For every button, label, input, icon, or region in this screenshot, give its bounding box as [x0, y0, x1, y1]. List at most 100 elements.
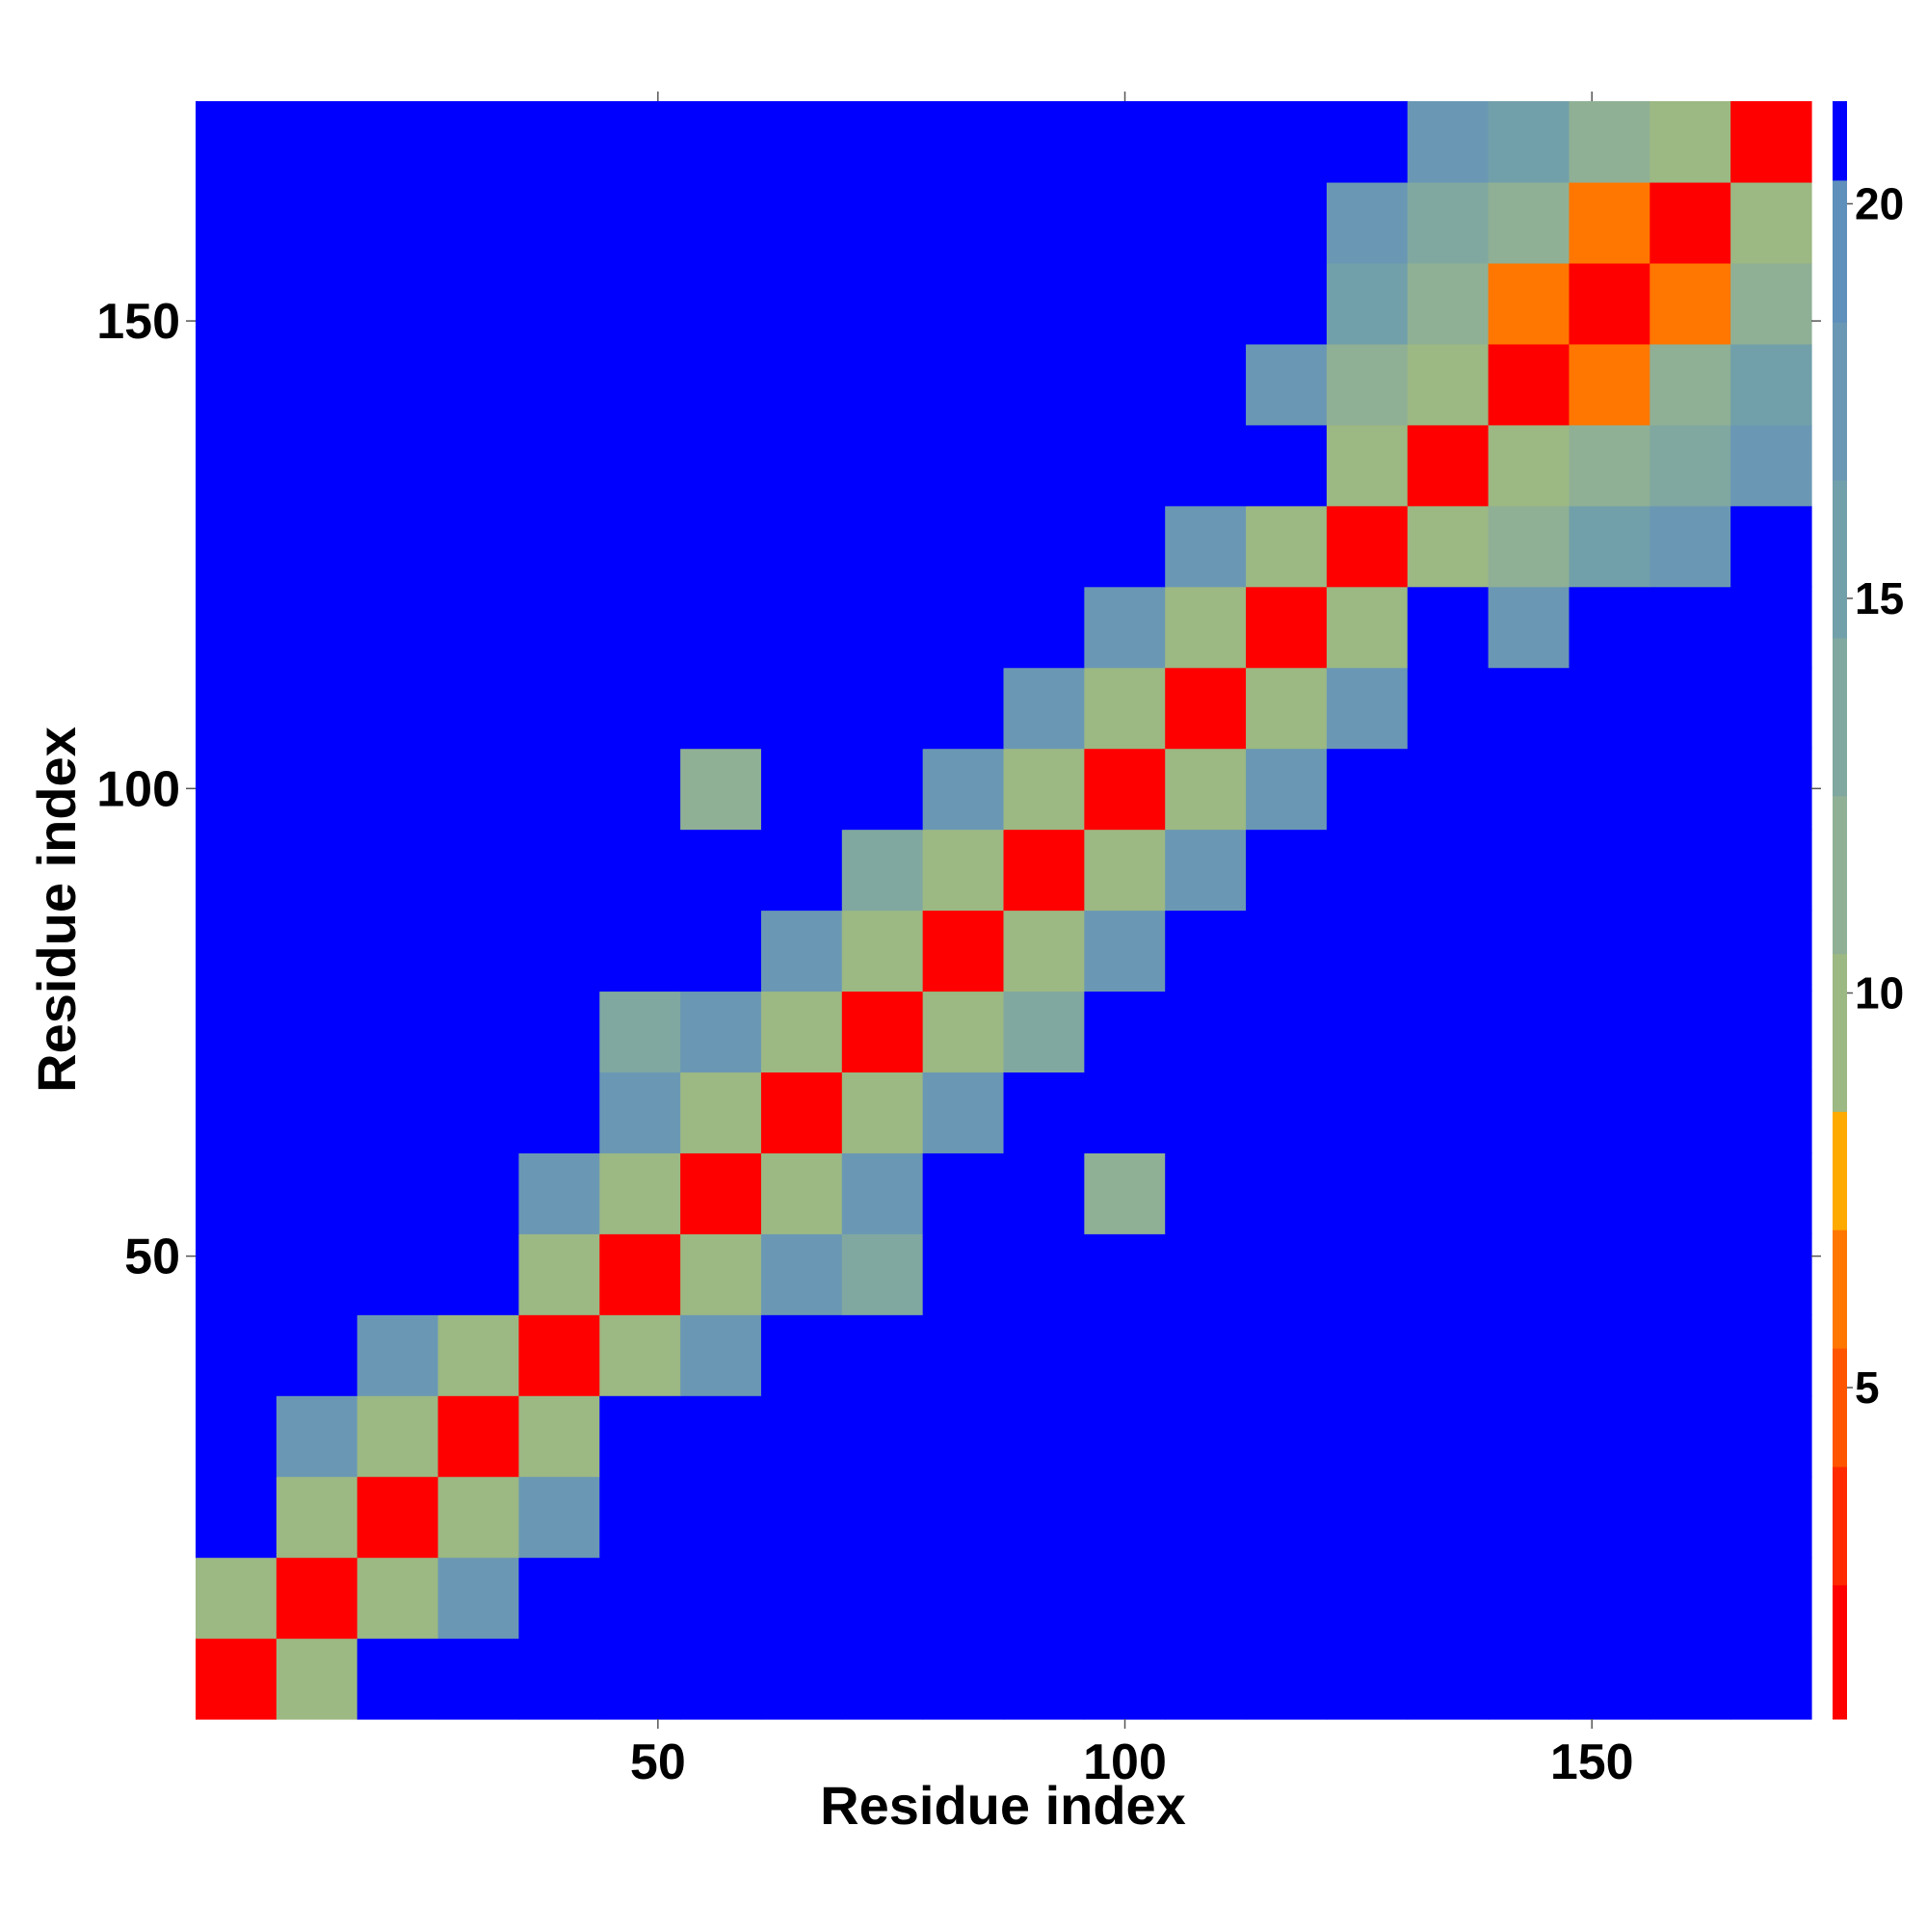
heatmap-cell: [1246, 991, 1328, 1072]
heatmap-cell: [1730, 829, 1812, 912]
heatmap-cell: [680, 262, 762, 345]
heatmap-cell: [599, 1557, 681, 1639]
heatmap-cell: [599, 1395, 681, 1477]
heatmap-cell: [518, 991, 600, 1072]
heatmap-cell: [1246, 1638, 1328, 1720]
heatmap-cell: [841, 262, 924, 345]
heatmap-cell: [760, 1152, 843, 1234]
heatmap-cell: [1569, 181, 1650, 264]
heatmap-cell: [276, 101, 358, 183]
heatmap-cell: [1084, 1233, 1166, 1315]
heatmap-cell: [437, 505, 519, 588]
heatmap-cell: [437, 262, 519, 345]
heatmap-cell: [1488, 1152, 1571, 1234]
heatmap-cell: [1650, 991, 1731, 1072]
heatmap-cell: [356, 424, 439, 507]
heatmap-cell: [356, 1476, 439, 1558]
heatmap-cell: [680, 424, 762, 507]
heatmap-cell: [518, 1233, 600, 1315]
heatmap-cell: [356, 586, 439, 669]
heatmap-cell: [1407, 505, 1490, 588]
heatmap-cell: [356, 1314, 439, 1396]
heatmap-cell: [356, 1233, 439, 1315]
y-tick-label: 50: [124, 1230, 180, 1285]
heatmap-cell: [1326, 1152, 1409, 1234]
heatmap-cell: [841, 748, 924, 831]
heatmap-cell: [1730, 181, 1812, 264]
heatmap-cell: [1730, 424, 1812, 507]
heatmap-cell: [922, 1557, 1005, 1639]
heatmap-cell: [1407, 748, 1490, 831]
heatmap-cell: [1326, 991, 1409, 1072]
heatmap-cell: [1246, 505, 1328, 588]
heatmap-cell: [276, 1314, 358, 1396]
colorbar-tick-label: 10: [1855, 967, 1904, 1018]
heatmap-cell: [599, 424, 681, 507]
heatmap-cell: [1246, 910, 1328, 992]
colorbar-segment: [1833, 953, 1847, 1112]
heatmap-cell: [196, 1314, 277, 1396]
heatmap-cell: [1488, 1557, 1571, 1639]
heatmap-cell: [437, 1233, 519, 1315]
heatmap-cell: [922, 1638, 1005, 1720]
heatmap-cell: [760, 424, 843, 507]
heatmap-cell: [1407, 1072, 1490, 1153]
colorbar-segment: [1833, 480, 1847, 639]
heatmap-cell: [196, 991, 277, 1072]
heatmap-cell: [1488, 1233, 1571, 1315]
heatmap-cell: [1165, 1233, 1247, 1315]
heatmap-cell: [1488, 505, 1571, 588]
heatmap-cell: [680, 1638, 762, 1720]
heatmap-cell: [841, 1476, 924, 1558]
heatmap-cell: [599, 1314, 681, 1396]
y-axis-label: Residue index: [26, 727, 87, 1093]
heatmap-cell: [1003, 1395, 1085, 1477]
heatmap-cell: [356, 910, 439, 992]
heatmap-cell: [1569, 1476, 1650, 1558]
heatmap-cell: [196, 424, 277, 507]
heatmap-cell: [1730, 1638, 1812, 1720]
heatmap-cell: [760, 1638, 843, 1720]
heatmap-cell: [1246, 1233, 1328, 1315]
heatmap-cell: [599, 910, 681, 992]
heatmap-cell: [680, 1152, 762, 1234]
heatmap-cell: [1569, 1152, 1650, 1234]
heatmap-cell: [922, 991, 1005, 1072]
heatmap-cell: [1569, 101, 1650, 183]
heatmap-cell: [1326, 343, 1409, 426]
heatmap-cell: [1326, 424, 1409, 507]
heatmap-cell: [1003, 1314, 1085, 1396]
heatmap-cell: [599, 829, 681, 912]
heatmap-cell: [1730, 1395, 1812, 1477]
heatmap-cell: [356, 181, 439, 264]
heatmap-cell: [1165, 1072, 1247, 1153]
heatmap-cell: [1569, 991, 1650, 1072]
heatmap-cell: [518, 1557, 600, 1639]
heatmap-cell: [356, 829, 439, 912]
heatmap-cell: [196, 181, 277, 264]
heatmap-cell: [1407, 1395, 1490, 1477]
heatmap-cell: [841, 1152, 924, 1234]
heatmap-cell: [1650, 667, 1731, 750]
heatmap-cell: [276, 1476, 358, 1558]
heatmap-cell: [1730, 505, 1812, 588]
heatmap-cell: [1003, 1638, 1085, 1720]
heatmap-cell: [1569, 829, 1650, 912]
heatmap-cell: [437, 1395, 519, 1477]
heatmap-cell: [1407, 1557, 1490, 1639]
heatmap-cell: [196, 343, 277, 426]
heatmap-cell: [1326, 262, 1409, 345]
heatmap-cell: [1165, 1152, 1247, 1234]
heatmap-cell: [1003, 262, 1085, 345]
heatmap-cell: [1650, 829, 1731, 912]
heatmap-cell: [437, 829, 519, 912]
heatmap-cell: [760, 1233, 843, 1315]
heatmap-cell: [196, 829, 277, 912]
heatmap-cell: [680, 101, 762, 183]
heatmap-cell: [1407, 343, 1490, 426]
heatmap-cell: [760, 586, 843, 669]
heatmap-cell: [760, 1476, 843, 1558]
heatmap-cell: [1488, 424, 1571, 507]
heatmap-cell: [1003, 910, 1085, 992]
heatmap-cell: [1650, 181, 1731, 264]
